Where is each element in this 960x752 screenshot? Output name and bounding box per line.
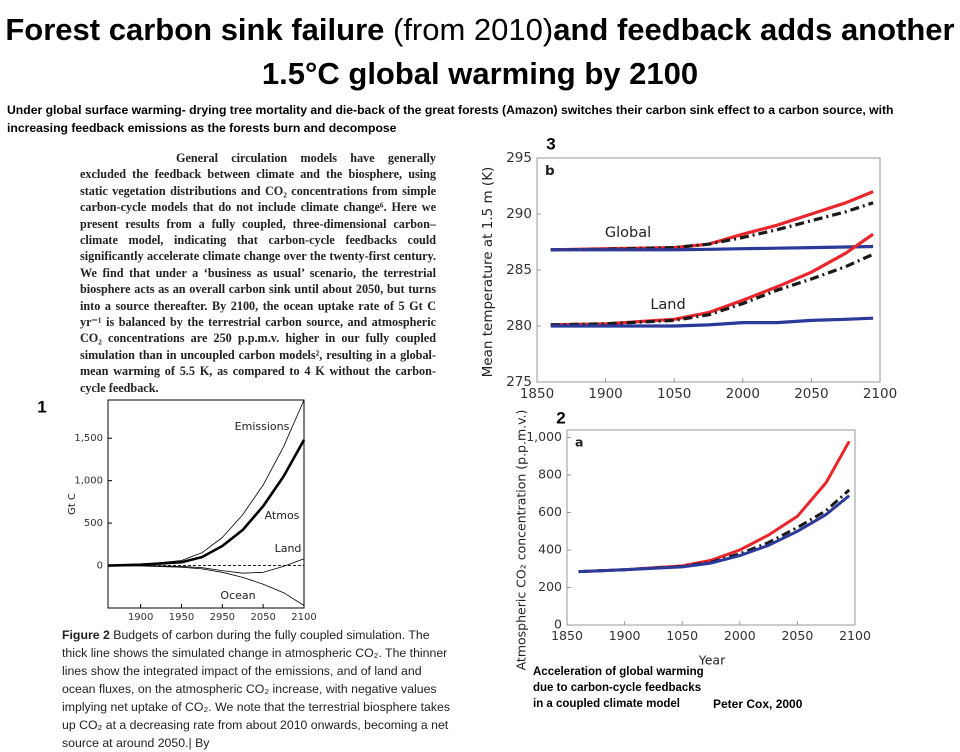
series-line: [578, 494, 851, 574]
y-axis-label: Atmospheric CO₂ concentration (p.p.m.v.): [514, 410, 529, 671]
y-tick-label: 800: [538, 467, 562, 482]
series-line: [107, 439, 306, 567]
title-bold: and feedback adds another 1.5°C global w…: [261, 12, 955, 91]
annotation: Global: [605, 225, 651, 241]
y-tick-label: 200: [538, 579, 562, 594]
series-line: [550, 190, 874, 252]
x-tick-label: 2100: [863, 386, 897, 402]
y-tick-label: 1,000: [74, 476, 103, 487]
y-tick-label: 280: [506, 318, 532, 334]
x-tick-label: 1950: [169, 612, 194, 623]
y-axis-label: Gt C: [67, 493, 78, 515]
series-line: [550, 316, 874, 328]
bottom-caption: Acceleration of global warming due to ca…: [533, 666, 704, 710]
plot-frame: [536, 157, 881, 383]
panel-label: b: [545, 163, 555, 179]
panel-number: 2: [556, 408, 565, 427]
y-axis-label: Mean temperature at 1.5 m (K): [480, 167, 496, 378]
plot-frame: [107, 399, 305, 609]
caption-label: Figure 2: [62, 628, 110, 642]
x-tick-label: 2050: [794, 386, 828, 402]
x-tick-label: 2000: [724, 628, 756, 643]
slide: Forest carbon sink failure (from 2010)an…: [0, 8, 960, 750]
annotation: Emissions: [235, 420, 290, 433]
panel-number: 1: [37, 397, 46, 416]
series-line: [550, 252, 874, 327]
y-tick-label: 295: [506, 150, 532, 166]
x-tick-label: 1900: [128, 612, 153, 623]
y-tick-label: 400: [538, 542, 562, 557]
series-line: [108, 558, 305, 574]
series-line: [550, 244, 874, 252]
y-tick-label: 1,500: [74, 433, 103, 444]
x-tick-label: 1850: [520, 386, 554, 402]
x-tick-label: 1050: [657, 386, 691, 402]
x-axis-label: Year: [698, 653, 726, 668]
x-tick-label: 2000: [726, 386, 760, 402]
annotation: Atmos: [265, 509, 300, 522]
annotation: Ocean: [220, 589, 255, 602]
x-tick-label: 2950: [210, 612, 235, 623]
abstract: General circulation models have generall…: [80, 151, 436, 395]
title-normal: (from 2010): [393, 12, 554, 47]
y-tick-label: 285: [506, 262, 532, 278]
x-tick-label: 2050: [250, 612, 275, 623]
x-tick-label: 2100: [839, 628, 871, 643]
series-line: [578, 440, 851, 574]
x-tick-label: 1900: [609, 628, 641, 643]
annotation: Land: [650, 297, 685, 313]
credit: Peter Cox, 2000: [713, 697, 803, 711]
x-tick-label: 2050: [781, 628, 813, 643]
subtitle: Under global surface warming- drying tre…: [7, 103, 894, 135]
plot-frame: [566, 429, 856, 626]
y-tick-label: 0: [554, 617, 562, 632]
x-tick-label: 2100: [291, 612, 316, 623]
title-bold: Forest carbon sink failure: [5, 12, 385, 47]
y-tick-label: 275: [506, 374, 532, 390]
y-tick-label: 290: [506, 206, 532, 222]
y-tick-label: 600: [538, 504, 562, 519]
x-tick-label: 1050: [666, 628, 698, 643]
panel-label: a: [575, 435, 583, 450]
panel-number: 3: [546, 134, 555, 153]
charts: 1900 1950 2950 2050 210005001,0001,500Emissi…: [37, 134, 897, 671]
y-tick-label: 1,000: [526, 429, 562, 444]
series-line: [107, 565, 305, 606]
x-tick-label: 1900: [588, 386, 622, 402]
title: Forest carbon sink failure (from 2010)an…: [0, 8, 960, 96]
y-tick-label: 0: [97, 561, 103, 572]
annotation: Land: [275, 542, 302, 555]
x-tick-label: 1850: [551, 628, 583, 643]
y-tick-label: 500: [84, 518, 103, 529]
